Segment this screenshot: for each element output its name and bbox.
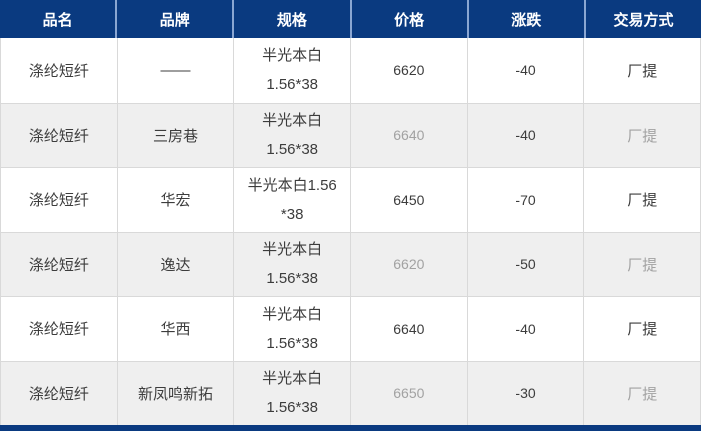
column-header-trade-method: 交易方式: [583, 0, 701, 38]
cell-price: 6450: [350, 168, 467, 232]
spec-line1: 半光本白1.56: [247, 176, 337, 194]
spec-line2: 1.56*38: [266, 76, 319, 94]
cell-trade-method: 厂提: [583, 38, 700, 103]
column-header-brand: 品牌: [115, 0, 232, 38]
column-header-product-name: 品名: [42, 11, 73, 29]
table-row: 涤纶短纤 逸达 半光本白 1.56*38 6620 -50 厂提: [1, 231, 700, 296]
table-row: 涤纶短纤 新凤鸣新拓 半光本白 1.56*38 6650 -30 厂提: [1, 360, 700, 425]
cell-price: 6620: [350, 38, 467, 103]
cell-brand: 三房巷: [116, 103, 234, 167]
spec-line1: 半光本白: [262, 112, 323, 130]
cell-product-name: 涤纶短纤: [28, 127, 89, 145]
cell-price: 6640: [350, 297, 467, 361]
cell-price: 6640: [350, 103, 467, 167]
spec-line2: 1.56*38: [266, 141, 319, 159]
cell-trade-method: 厂提: [583, 297, 700, 361]
cell-product-name: 涤纶短纤: [28, 192, 89, 210]
spec-line2: 1.56*38: [266, 334, 319, 352]
table-row: 涤纶短纤 —— 半光本白 1.56*38 6620 -40 厂提: [1, 38, 700, 103]
column-header-spec: 规格: [232, 0, 349, 38]
spec-line2: *38: [280, 205, 304, 223]
cell-price: 6620: [350, 232, 467, 296]
spec-line1: 半光本白: [262, 241, 323, 259]
table-header-row: 品名 品牌 规格 价格 涨跌 交易方式: [0, 0, 701, 38]
cell-spec: 半光本白 1.56*38: [233, 297, 350, 361]
cell-trade-method: 厂提: [583, 361, 700, 425]
cell-brand: 华西: [116, 297, 234, 361]
cell-spec: 半光本白1.56 *38: [233, 168, 350, 232]
cell-product-name: 涤纶短纤: [28, 62, 89, 80]
cell-spec: 半光本白 1.56*38: [233, 103, 350, 167]
column-header-price: 价格: [349, 0, 467, 38]
spec-line2: 1.56*38: [266, 399, 319, 417]
cell-product-name: 涤纶短纤: [28, 321, 89, 339]
cell-change: -40: [466, 103, 584, 167]
table-bottom-bar: [0, 425, 701, 431]
cell-spec: 半光本白 1.56*38: [233, 232, 350, 296]
column-header-change: 涨跌: [466, 0, 584, 38]
cell-trade-method: 厂提: [583, 168, 700, 232]
cell-brand: ——: [116, 38, 234, 103]
table-row: 涤纶短纤 华宏 半光本白1.56 *38 6450 -70 厂提: [1, 167, 700, 232]
cell-change: -40: [466, 38, 584, 103]
spec-line1: 半光本白: [262, 47, 323, 65]
cell-change: -50: [466, 232, 584, 296]
cell-spec: 半光本白 1.56*38: [233, 361, 350, 425]
table-row: 涤纶短纤 三房巷 半光本白 1.56*38 6640 -40 厂提: [1, 102, 700, 167]
cell-product-name: 涤纶短纤: [28, 256, 89, 274]
spec-line2: 1.56*38: [266, 270, 319, 288]
spec-line1: 半光本白: [262, 305, 323, 323]
table-row: 涤纶短纤 华西 半光本白 1.56*38 6640 -40 厂提: [1, 296, 700, 361]
cell-brand: 逸达: [116, 232, 234, 296]
spec-line1: 半光本白: [262, 370, 323, 388]
cell-brand: 华宏: [116, 168, 234, 232]
cell-price: 6650: [350, 361, 467, 425]
cell-spec: 半光本白 1.56*38: [233, 38, 350, 103]
cell-trade-method: 厂提: [583, 103, 700, 167]
cell-change: -40: [466, 297, 584, 361]
cell-brand: 新凤鸣新拓: [116, 361, 234, 425]
cell-trade-method: 厂提: [583, 232, 700, 296]
cell-change: -70: [466, 168, 584, 232]
cell-change: -30: [466, 361, 584, 425]
table-body: 涤纶短纤 —— 半光本白 1.56*38 6620 -40 厂提 涤纶短纤 三房…: [0, 38, 701, 425]
cell-product-name: 涤纶短纤: [28, 385, 89, 403]
